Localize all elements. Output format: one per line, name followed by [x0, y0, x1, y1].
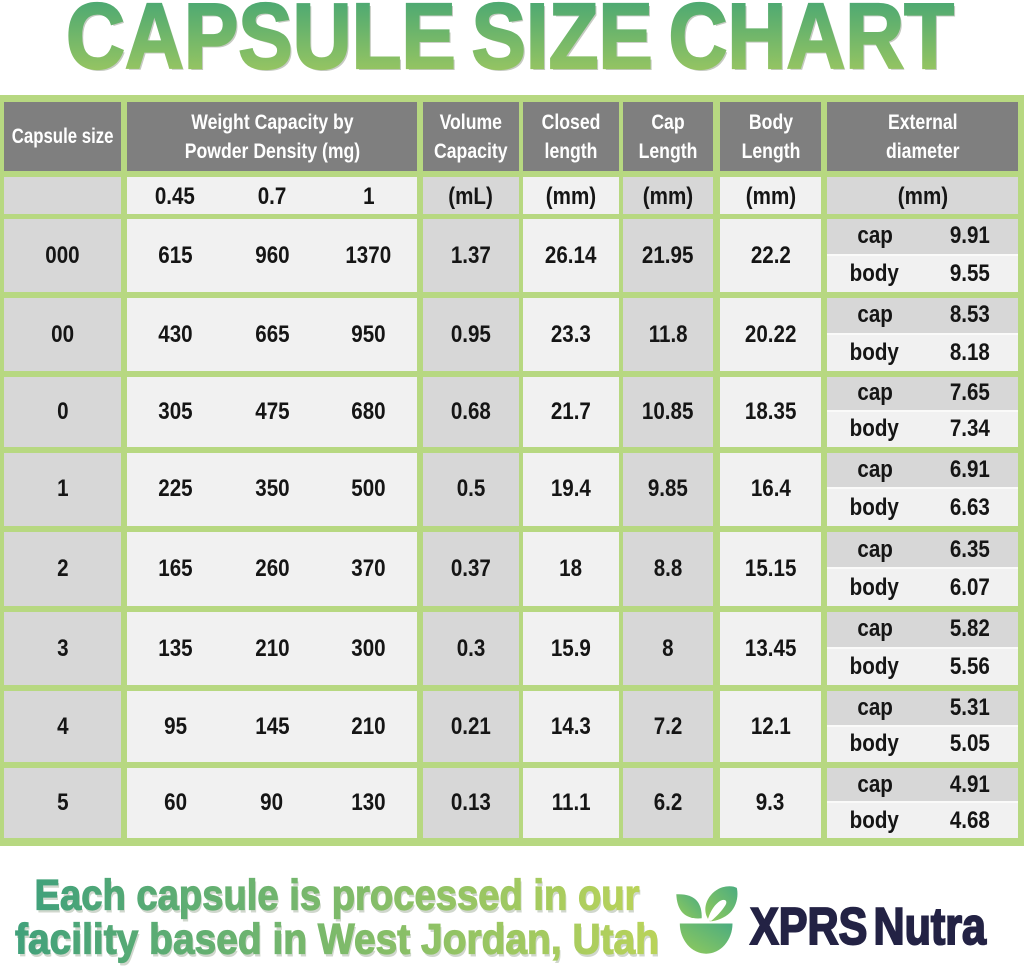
- svg-text:Each capsule is processed in o: Each capsule is processed in our: [36, 876, 641, 923]
- svg-text:CAPSULE SIZE CHART: CAPSULE SIZE CHART: [66, 0, 954, 88]
- svg-text:CAPSULE SIZE CHART: CAPSULE SIZE CHART: [68, 0, 956, 90]
- svg-text:XPRS Nutra: XPRS Nutra: [750, 898, 987, 956]
- svg-text:Each capsule is processed in o: Each capsule is processed in our: [35, 873, 640, 920]
- svg-text:facility based in West Jordan,: facility based in West Jordan, Utah: [16, 920, 660, 966]
- svg-text:facility based in West Jordan,: facility based in West Jordan, Utah: [15, 917, 659, 964]
